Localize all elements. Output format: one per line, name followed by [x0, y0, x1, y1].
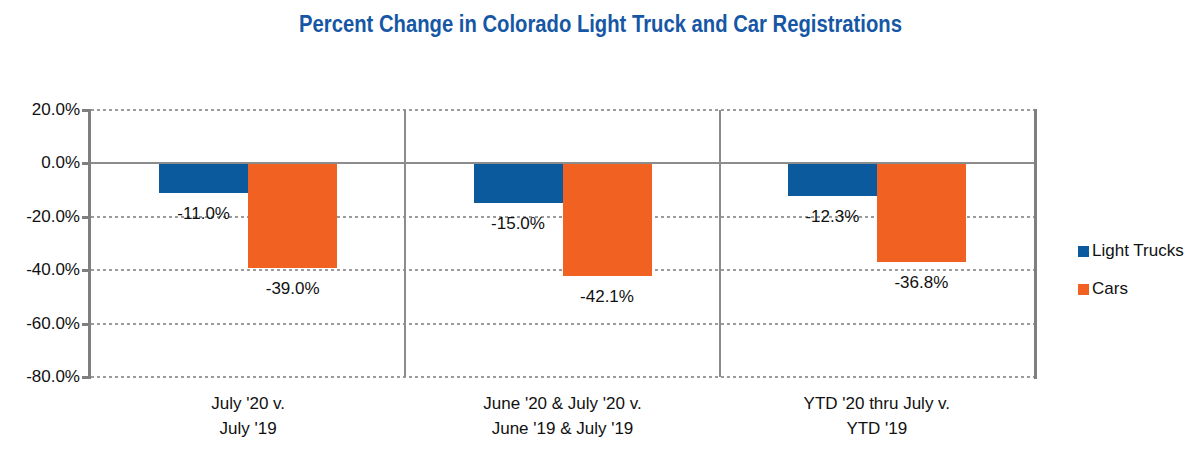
x-axis-labels: July '20 v. July '19 June '20 & July '20…: [91, 391, 1034, 441]
legend-label-cars: Cars: [1092, 279, 1128, 299]
y-axis-label--40: -40.0%: [0, 260, 80, 280]
data-label-light-trucks-1: -15.0%: [491, 214, 545, 234]
chart-title: Percent Change in Colorado Light Truck a…: [0, 11, 1200, 38]
gridline--60: [91, 323, 1034, 325]
category-label-3-line1: YTD '20 thru July v.: [720, 391, 1034, 416]
panel-divider-2: [719, 110, 721, 377]
data-label-cars-0: -39.0%: [266, 279, 320, 299]
category-label-2-line2: June '19 & July '19: [405, 416, 719, 441]
chart: Percent Change in Colorado Light Truck a…: [0, 0, 1200, 460]
legend-item-light-trucks: Light Trucks: [1078, 241, 1184, 261]
bar-light-trucks-2: -12.3%: [788, 163, 877, 196]
bar-cars-1: -42.1%: [563, 163, 652, 275]
y-axis-label-20: 20.0%: [0, 100, 80, 120]
data-label-cars-2: -36.8%: [894, 273, 948, 293]
legend-label-light-trucks: Light Trucks: [1092, 241, 1184, 261]
legend-swatch-cars: [1078, 284, 1089, 295]
y-axis-label--20: -20.0%: [0, 207, 80, 227]
bar-cars-0: -39.0%: [248, 163, 337, 267]
legend-swatch-light-trucks: [1078, 246, 1089, 257]
y-axis-label--80: -80.0%: [0, 367, 80, 387]
data-label-light-trucks-0: -11.0%: [177, 204, 230, 224]
category-label-2: June '20 & July '20 v. June '19 & July '…: [405, 391, 719, 441]
y-axis-label-0: 0.0%: [0, 153, 80, 173]
data-label-light-trucks-2: -12.3%: [805, 207, 859, 227]
category-label-1: July '20 v. July '19: [91, 391, 405, 441]
data-label-cars-1: -42.1%: [580, 287, 634, 307]
legend-item-cars: Cars: [1078, 279, 1184, 299]
gridline-20: [91, 109, 1034, 111]
category-label-3: YTD '20 thru July v. YTD '19: [720, 391, 1034, 441]
y-axis-label--60: -60.0%: [0, 314, 80, 334]
gridline-0: [91, 162, 1034, 164]
gridline--80: [91, 376, 1034, 378]
plot-area: -11.0% -15.0% -12.3% -39.0% -42.1% -36.8%: [91, 110, 1034, 377]
category-label-1-line2: July '19: [91, 416, 405, 441]
bar-light-trucks-1: -15.0%: [474, 163, 563, 203]
category-label-1-line1: July '20 v.: [91, 391, 405, 416]
plot-right-border: [1034, 109, 1037, 379]
category-label-2-line1: June '20 & July '20 v.: [405, 391, 719, 416]
legend: Light Trucks Cars: [1078, 241, 1184, 299]
bar-cars-2: -36.8%: [877, 163, 966, 261]
y-axis-line: [88, 109, 91, 379]
panel-divider-1: [404, 110, 406, 377]
category-label-3-line2: YTD '19: [720, 416, 1034, 441]
bar-light-trucks-0: -11.0%: [159, 163, 248, 192]
chart-title-text: Percent Change in Colorado Light Truck a…: [299, 11, 902, 38]
